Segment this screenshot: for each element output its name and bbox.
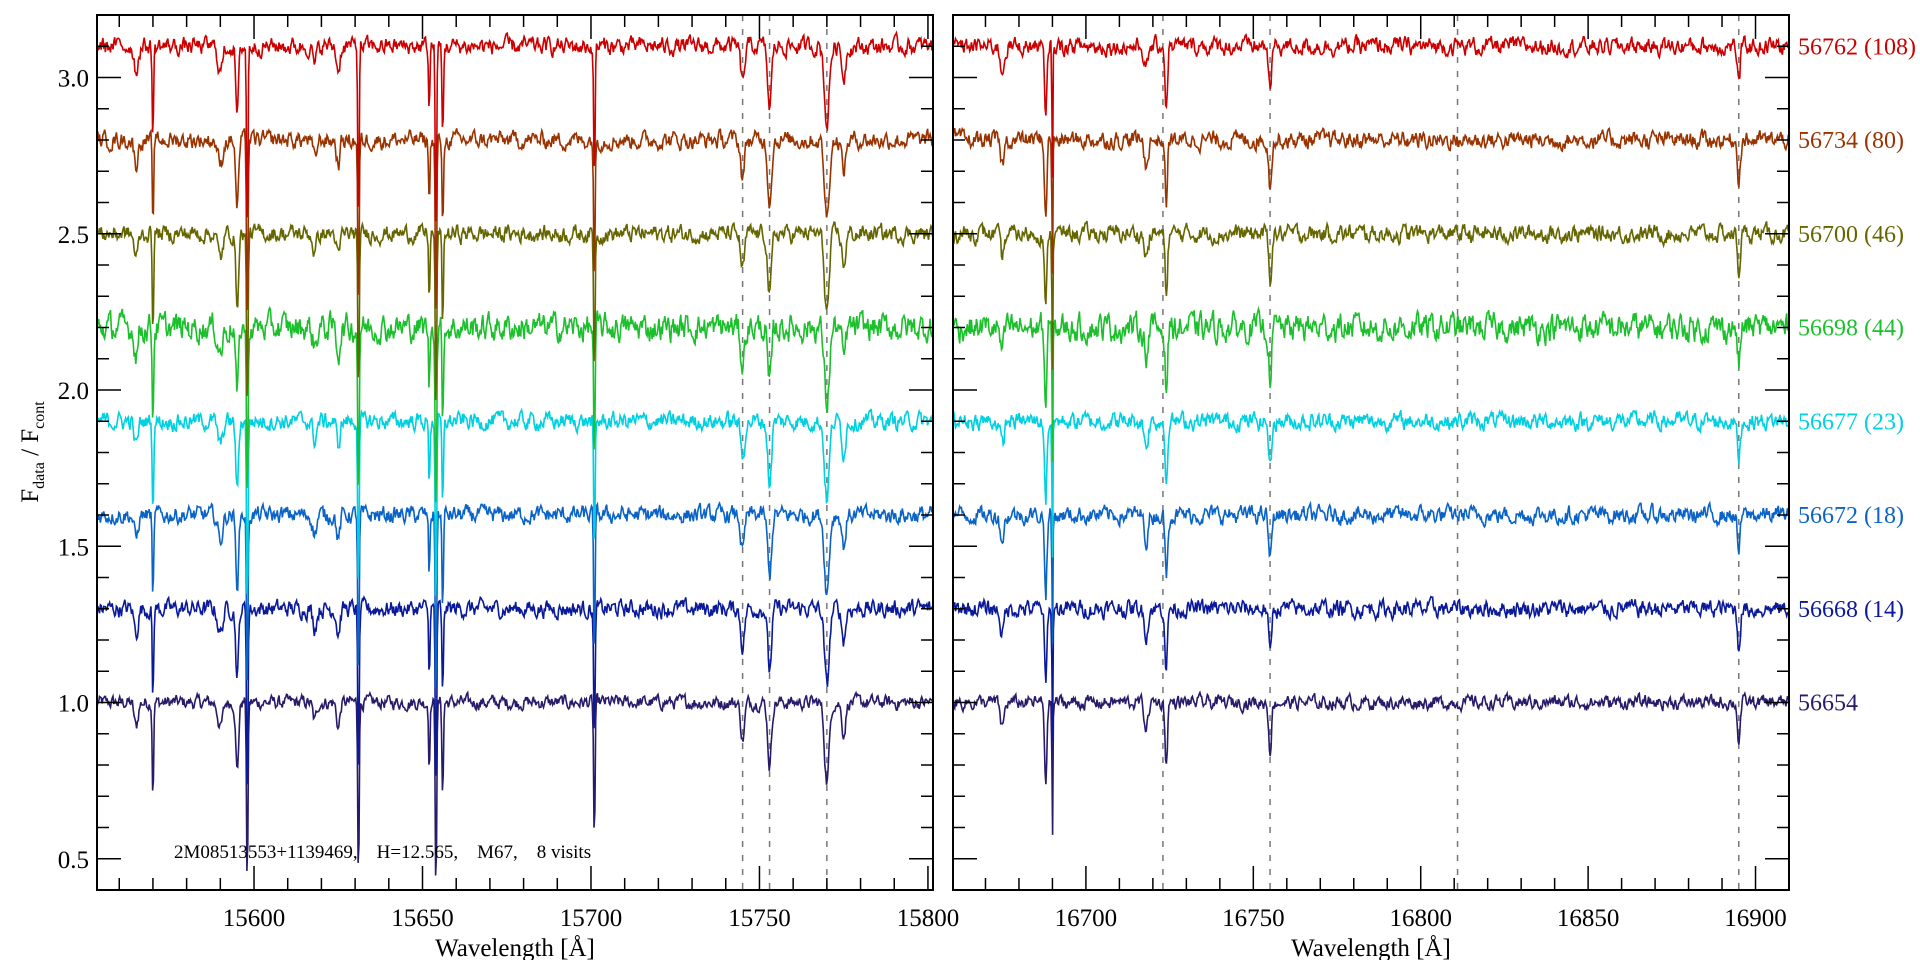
- spectrum-line-56734: [953, 126, 1789, 274]
- plot-frame: [952, 14, 1790, 891]
- spectrum-line-56672: [953, 500, 1789, 644]
- x-tick-label: 15700: [560, 905, 623, 932]
- series-group: [953, 33, 1789, 835]
- spectrum-line-56762: [953, 33, 1789, 178]
- x-tick-label: 16750: [1222, 905, 1285, 932]
- spectrum-line-56654: [97, 690, 933, 876]
- x-axis-label: Wavelength [Å]: [435, 935, 595, 960]
- x-tick-label: 16850: [1557, 905, 1620, 932]
- x-axis-label: Wavelength [Å]: [1291, 935, 1451, 960]
- series-label: 56698 (44): [1798, 316, 1904, 342]
- x-tick-label: 15650: [391, 905, 454, 932]
- series-label: 56734 (80): [1798, 128, 1904, 154]
- spectrum-line-56668: [953, 595, 1789, 741]
- annotation-text: 2M08513553+1139469, H=12.565, M67, 8 vis…: [174, 842, 591, 863]
- y-axis-label: Fdata / Fcont: [17, 401, 48, 503]
- y-tick-label: 1.5: [58, 534, 89, 561]
- spectrum-line-56700: [97, 220, 933, 401]
- y-tick-label: 2.5: [58, 222, 89, 249]
- x-tick-label: 16800: [1389, 905, 1452, 932]
- series-label: 56654: [1798, 691, 1858, 717]
- spectrum-line-56654: [953, 690, 1789, 835]
- series-label: 56672 (18): [1798, 503, 1904, 529]
- spectrum-line-56698: [97, 305, 933, 503]
- x-tick-label: 15800: [897, 905, 960, 932]
- spectrum-line-56762: [97, 30, 933, 222]
- spectrum-line-56668: [97, 595, 933, 785]
- series-label: 56677 (23): [1798, 409, 1904, 435]
- left-panel: 15600 15650 15700 15750 15800 Wavelength [Å] 0…: [58, 14, 960, 960]
- y-tick-label: 1.0: [58, 691, 89, 718]
- series-group: [97, 30, 933, 876]
- y-tick-label: 0.5: [58, 847, 89, 874]
- x-tick-label: 16700: [1055, 905, 1118, 932]
- spectrum-line-56672: [97, 501, 933, 689]
- right-panel: 16700 16750 16800 16850 16900 Wavelength [Å]: [952, 14, 1790, 960]
- series-label: 56700 (46): [1798, 222, 1904, 248]
- x-tick-label: 15750: [728, 905, 791, 932]
- spectrum-line-56677: [97, 407, 933, 596]
- y-tick-label: 3.0: [58, 66, 89, 93]
- x-tick-label: 15600: [223, 905, 286, 932]
- series-labels: 56762 (108) 56734 (80) 56700 (46) 56698 (44…: [1798, 34, 1916, 716]
- spectrum-line-56677: [953, 408, 1789, 558]
- x-tick-label: 16900: [1724, 905, 1787, 932]
- spectrum-line-56698: [953, 305, 1789, 462]
- spectrum-line-56700: [953, 220, 1789, 370]
- y-tick-label: 2.0: [58, 378, 89, 405]
- spectrum-line-56734: [97, 127, 933, 311]
- series-label: 56762 (108): [1798, 34, 1916, 60]
- series-label: 56668 (14): [1798, 597, 1904, 623]
